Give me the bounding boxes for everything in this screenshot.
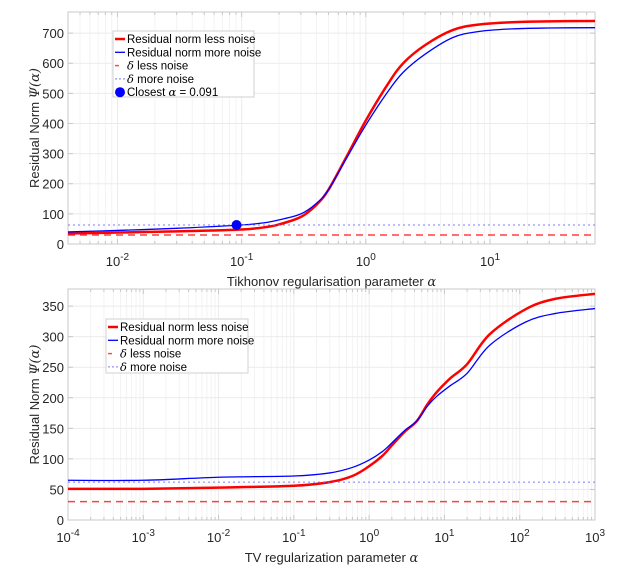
tikhonov-panel: 0 100 200 300 400 500 600 700 10-2 10-1 100 101 Tikh… bbox=[27, 11, 596, 290]
y-axis-label: Residual Norm Ψ(α) bbox=[27, 68, 43, 188]
series-line bbox=[68, 307, 595, 482]
y-tick-label: 400 bbox=[42, 116, 64, 131]
y-tick-label: 100 bbox=[42, 207, 64, 222]
legend-label: Closest α = 0.091 bbox=[127, 85, 218, 99]
x-tick-label: 10-1 bbox=[230, 252, 254, 269]
y-tick-label: 0 bbox=[57, 513, 64, 528]
legend-marker-icon bbox=[115, 87, 125, 98]
x-tick-label: 100 bbox=[359, 528, 379, 545]
x-tick-label: 102 bbox=[510, 528, 530, 545]
legend-label: Residual norm less noise bbox=[127, 34, 255, 46]
x-axis-label: Tikhonov regularisation parameter α bbox=[227, 274, 436, 290]
legend-label: δ less noise bbox=[127, 59, 188, 73]
legend-label: Residual norm more noise bbox=[127, 47, 261, 59]
legend-label: δ more noise bbox=[127, 72, 194, 86]
series-line bbox=[68, 27, 595, 233]
legend-label: Residual norm more noise bbox=[120, 335, 254, 347]
y-tick-label: 200 bbox=[42, 391, 64, 406]
closest-alpha-marker bbox=[231, 220, 242, 231]
x-tick-label: 100 bbox=[356, 252, 376, 269]
legend-box bbox=[112, 30, 255, 98]
y-tick-label: 150 bbox=[42, 421, 64, 436]
y-tick-label: 100 bbox=[42, 452, 64, 467]
axes-box bbox=[67, 288, 596, 521]
y-tick-label: 350 bbox=[42, 299, 64, 314]
legend-label: δ less noise bbox=[120, 347, 181, 361]
y-tick-label: 250 bbox=[42, 360, 64, 375]
legend-label: Residual norm less noise bbox=[120, 322, 248, 334]
legend-label: δ more noise bbox=[120, 360, 187, 374]
x-tick-label: 10-1 bbox=[282, 528, 306, 545]
y-tick-label: 300 bbox=[42, 147, 64, 162]
y-tick-label: 600 bbox=[42, 56, 64, 71]
axes-box bbox=[67, 11, 596, 245]
y-tick-label: 200 bbox=[42, 177, 64, 192]
y-tick-label: 0 bbox=[57, 237, 64, 252]
x-tick-label: 101 bbox=[434, 528, 454, 545]
series-group bbox=[68, 292, 595, 503]
x-axis-label: TV regularization parameter α bbox=[245, 550, 419, 566]
y-tick-label: 500 bbox=[42, 86, 64, 101]
x-tick-label: 10-4 bbox=[56, 528, 80, 545]
x-tick-label: 10-2 bbox=[207, 528, 231, 545]
series-line bbox=[68, 292, 595, 491]
y-axis-label: Residual Norm Ψ(α) bbox=[27, 345, 43, 465]
y-tick-label: 300 bbox=[42, 330, 64, 345]
x-tick-label: 10-3 bbox=[132, 528, 156, 545]
y-tick-label: 700 bbox=[42, 26, 64, 41]
tv-panel: 0 50 100 150 200 250 300 350 10-4 10-3 10-2 10-1 100… bbox=[27, 288, 605, 566]
x-tick-label: 103 bbox=[585, 528, 605, 545]
x-tick-label: 10-2 bbox=[106, 252, 130, 269]
series-group bbox=[68, 19, 595, 236]
legend-box bbox=[105, 318, 249, 374]
x-tick-label: 101 bbox=[480, 252, 500, 269]
y-tick-label: 50 bbox=[50, 482, 64, 497]
